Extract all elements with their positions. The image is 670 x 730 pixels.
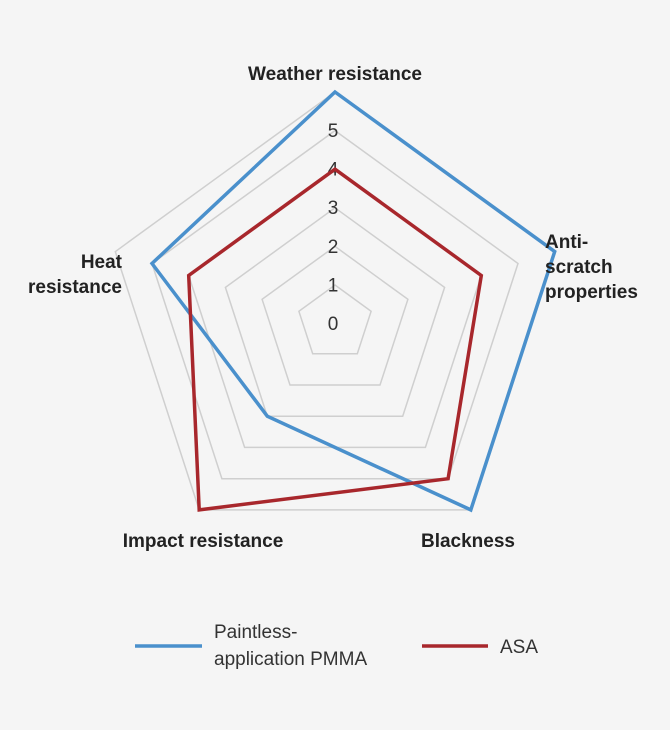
legend-label-1: ASA	[500, 637, 538, 658]
series-line-0	[149, 89, 557, 513]
grid-ring-4	[151, 129, 519, 480]
axis-label: Anti-scratch properties	[545, 232, 638, 303]
axis-label-line: properties	[545, 282, 638, 303]
tick-label: 1	[328, 275, 339, 296]
axis-label-line: Blackness	[421, 531, 515, 552]
axis-label: Weather resistance	[248, 64, 422, 85]
axis-label-line: resistance	[28, 277, 122, 298]
tick-label: 5	[328, 121, 339, 142]
tick-label: 2	[328, 237, 339, 258]
axis-label-line: Anti-	[545, 232, 588, 253]
axis-label-line: Heat	[81, 252, 123, 273]
grid-ring-1	[261, 245, 409, 386]
series-line-1	[186, 167, 484, 512]
legend-label-0: Paintless-application PMMA	[214, 622, 367, 670]
tick-label: 0	[328, 314, 339, 335]
grid-ring-2	[224, 206, 446, 417]
axis-label-line: scratch	[545, 257, 613, 278]
tick-label: 3	[328, 198, 339, 219]
grid-ring-0	[298, 284, 372, 355]
axis-label: Blackness	[421, 531, 515, 552]
axis-label: Heat resistance	[28, 252, 123, 298]
legend-label-line: Paintless-	[214, 622, 297, 643]
legend-label-line: application PMMA	[214, 649, 367, 670]
legend-label-line: ASA	[500, 637, 538, 658]
axis-label-line: Impact resistance	[123, 531, 284, 552]
axis-label: Impact resistance	[123, 531, 284, 552]
axis-label-line: Weather resistance	[248, 64, 422, 85]
